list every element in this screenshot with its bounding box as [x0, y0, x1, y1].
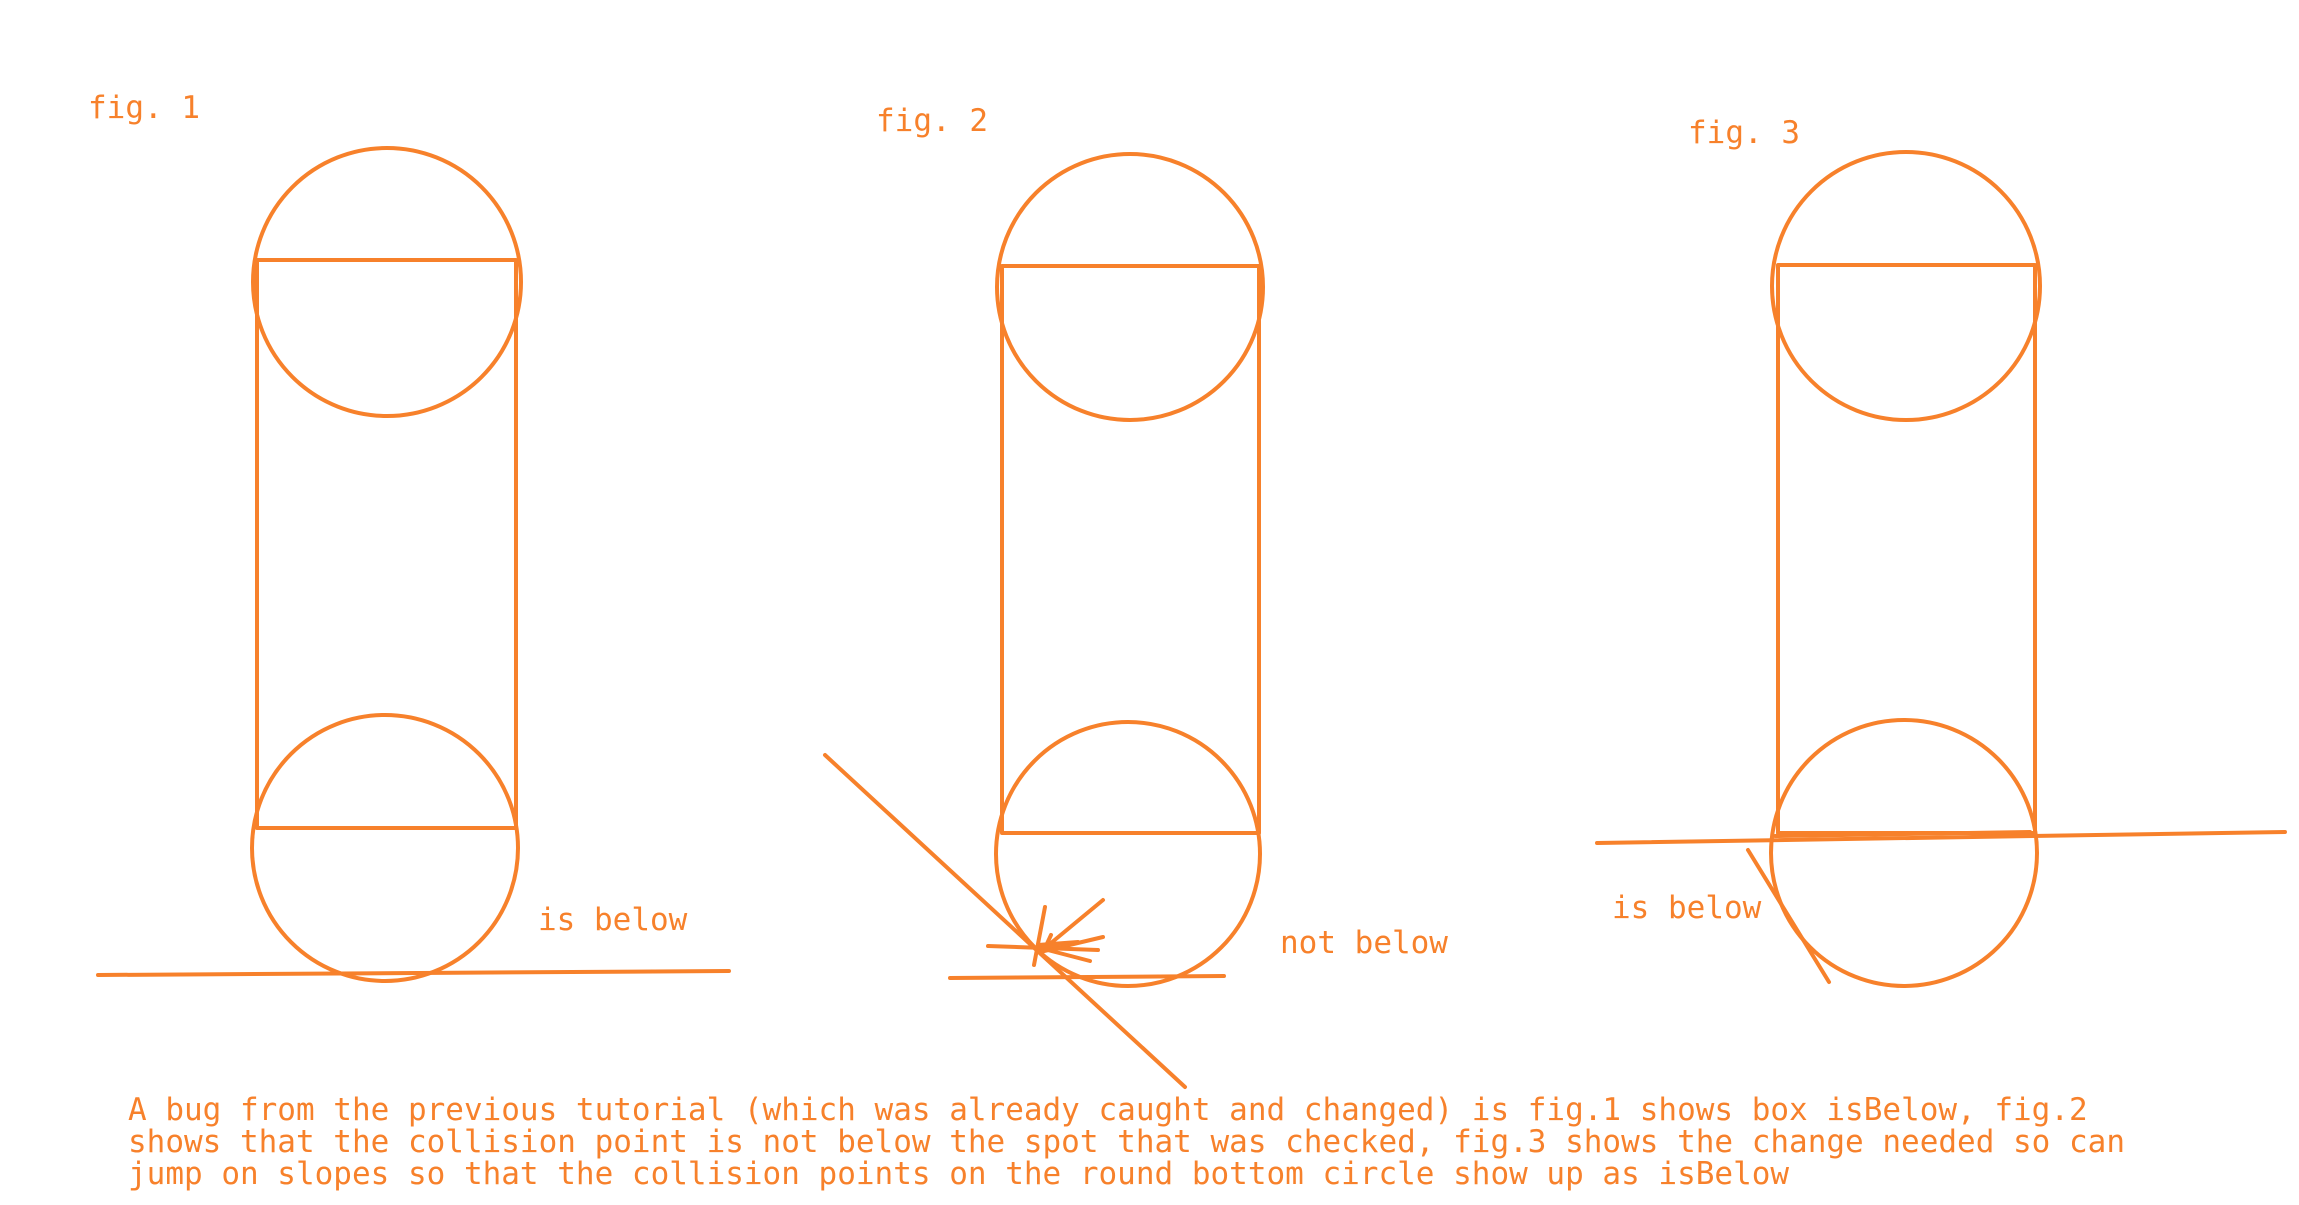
fig2-arrow — [1043, 898, 1105, 950]
fig2-box — [1000, 264, 1261, 835]
fig2-title: fig. 2 — [876, 103, 988, 139]
fig3-contact-line — [1773, 830, 2032, 838]
fig2-ground-line — [948, 974, 1226, 980]
fig2-top-circle — [995, 152, 1265, 422]
figure-3 — [1595, 150, 2287, 988]
fig3-title: fig. 3 — [1688, 115, 1800, 151]
fig1-status-label: is below — [538, 902, 688, 938]
caption-line: shows that the collision point is not be… — [128, 1124, 2126, 1160]
fig1-ground-line — [96, 969, 731, 977]
fig3-ground-line — [1595, 830, 2287, 845]
fig3-top-circle — [1770, 150, 2042, 422]
figure-1 — [96, 146, 731, 983]
fig2-slope-line — [823, 753, 1187, 1089]
caption-line: A bug from the previous tutorial (which … — [128, 1092, 2088, 1128]
fig3-box — [1776, 263, 2037, 835]
fig3-bottom-circle — [1769, 718, 2039, 988]
caption-line: jump on slopes so that the collision poi… — [128, 1156, 1790, 1192]
fig2-status-label: not below — [1280, 925, 1448, 961]
fig1-bottom-circle — [250, 713, 520, 983]
fig2-bottom-circle — [994, 720, 1262, 988]
figure-2 — [823, 152, 1265, 1089]
fig1-box — [255, 258, 518, 830]
fig1-top-circle — [251, 146, 523, 418]
fig3-status-label: is below — [1612, 890, 1762, 926]
caption: A bug from the previous tutorial (which … — [128, 1094, 2125, 1190]
fig3-slope-line — [1746, 848, 1831, 984]
fig1-title: fig. 1 — [88, 90, 200, 126]
